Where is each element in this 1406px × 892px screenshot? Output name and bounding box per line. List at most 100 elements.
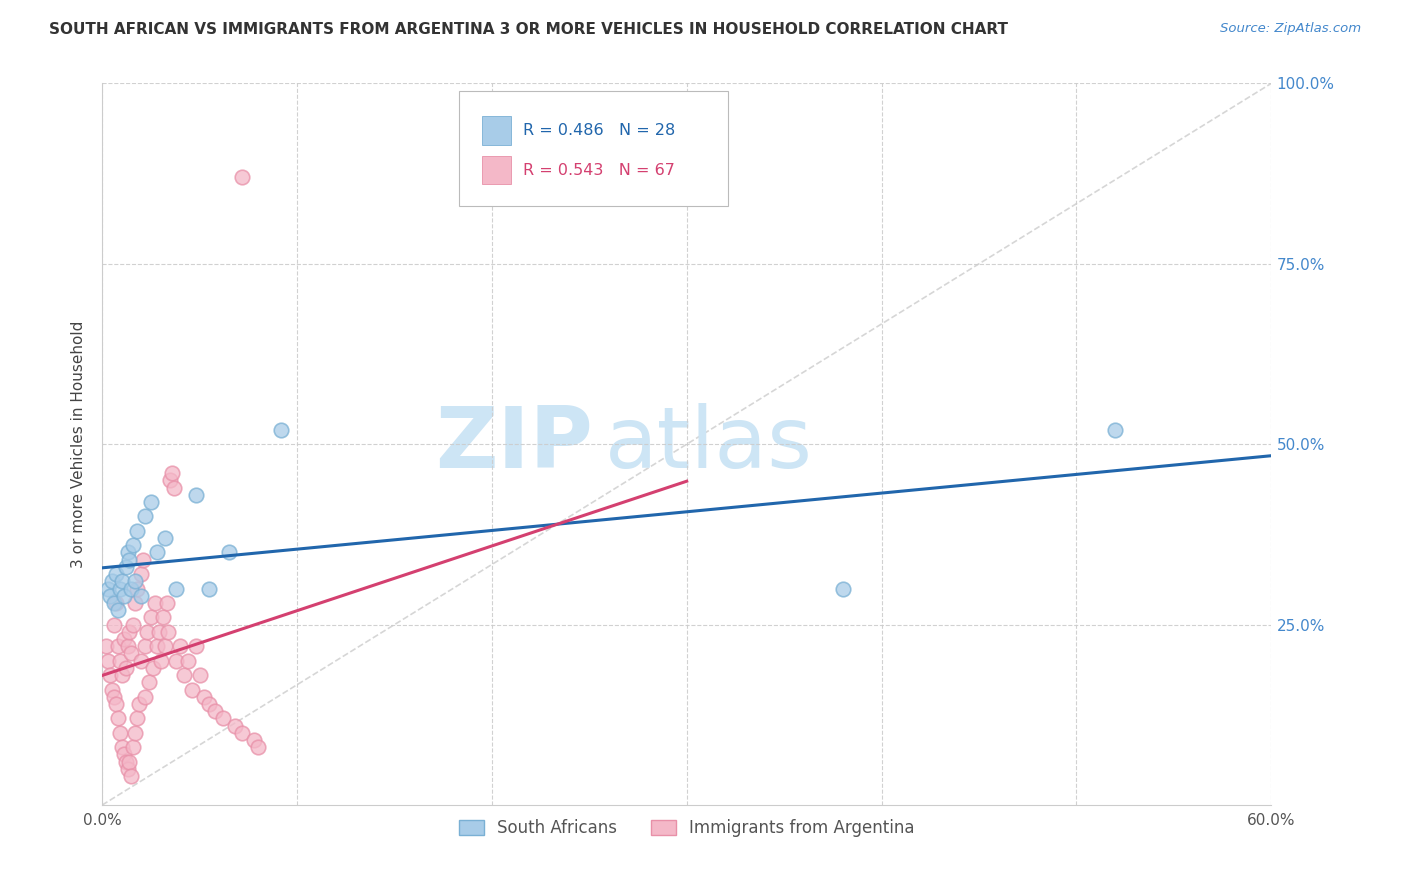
Point [127,582,149,596]
Point [138,675,160,690]
Point [142,661,165,675]
Point [124,596,146,610]
Point [169,640,191,654]
Point [111,668,134,682]
Point [104,596,127,610]
Point [129,567,152,582]
Point [118,755,141,769]
Point [98,668,121,682]
Point [111,740,134,755]
Point [153,531,176,545]
FancyBboxPatch shape [482,116,512,145]
Text: R = 0.486   N = 28: R = 0.486 N = 28 [523,123,675,138]
Point [101,682,124,697]
Point [184,488,207,502]
Point [139,495,162,509]
Point [134,640,156,654]
Point [148,624,170,639]
Point [134,690,156,704]
Point [124,574,146,589]
Point [103,596,125,610]
Point [117,762,139,776]
Text: Source: ZipAtlas.com: Source: ZipAtlas.com [1220,22,1361,36]
Point [114,755,136,769]
Point [98,589,121,603]
Point [157,624,180,639]
Point [193,690,215,704]
Point [224,718,246,732]
Point [231,170,253,185]
Point [114,560,136,574]
Point [155,596,177,610]
Point [153,640,176,654]
Point [198,582,221,596]
Point [120,647,142,661]
Point [94,640,117,654]
Point [136,624,159,639]
Point [198,697,221,711]
Point [108,726,131,740]
FancyBboxPatch shape [482,155,512,185]
Point [129,654,152,668]
Point [107,603,129,617]
Point [108,654,131,668]
Point [163,481,186,495]
Point [139,610,162,624]
Point [180,682,202,697]
Point [212,711,235,725]
Point [104,697,127,711]
Point [1104,423,1126,437]
Point [122,740,145,755]
Point [112,747,135,762]
Point [243,733,266,747]
Point [162,466,184,480]
Point [129,589,152,603]
Point [132,552,155,566]
Point [103,617,125,632]
Point [218,545,240,559]
Point [173,668,195,682]
Point [188,668,211,682]
Point [831,582,853,596]
FancyBboxPatch shape [458,91,728,206]
Point [270,423,292,437]
Point [120,769,142,783]
Point [117,640,139,654]
Point [231,726,253,740]
Point [107,711,129,725]
Point [103,690,125,704]
Point [112,632,135,646]
Point [111,574,134,589]
Point [127,524,149,538]
Point [247,740,270,755]
Point [204,704,226,718]
Point [117,545,139,559]
Point [165,654,187,668]
Point [127,711,149,725]
Point [145,640,167,654]
Point [120,582,142,596]
Point [107,640,129,654]
Point [118,624,141,639]
Point [122,617,145,632]
Legend: South Africans, Immigrants from Argentina: South Africans, Immigrants from Argentin… [453,813,921,844]
Point [177,654,200,668]
Point [114,661,136,675]
Point [159,473,181,487]
Point [101,574,124,589]
Point [143,596,166,610]
Text: ZIP: ZIP [436,402,593,486]
Y-axis label: 3 or more Vehicles in Household: 3 or more Vehicles in Household [72,320,86,568]
Point [165,582,187,596]
Point [152,610,174,624]
Point [104,567,127,582]
Point [108,582,131,596]
Point [124,726,146,740]
Point [97,582,120,596]
Text: SOUTH AFRICAN VS IMMIGRANTS FROM ARGENTINA 3 OR MORE VEHICLES IN HOUSEHOLD CORRE: SOUTH AFRICAN VS IMMIGRANTS FROM ARGENTI… [49,22,1008,37]
Point [122,538,145,552]
Point [118,552,141,566]
Text: atlas: atlas [605,402,813,486]
Point [149,654,172,668]
Point [97,654,120,668]
